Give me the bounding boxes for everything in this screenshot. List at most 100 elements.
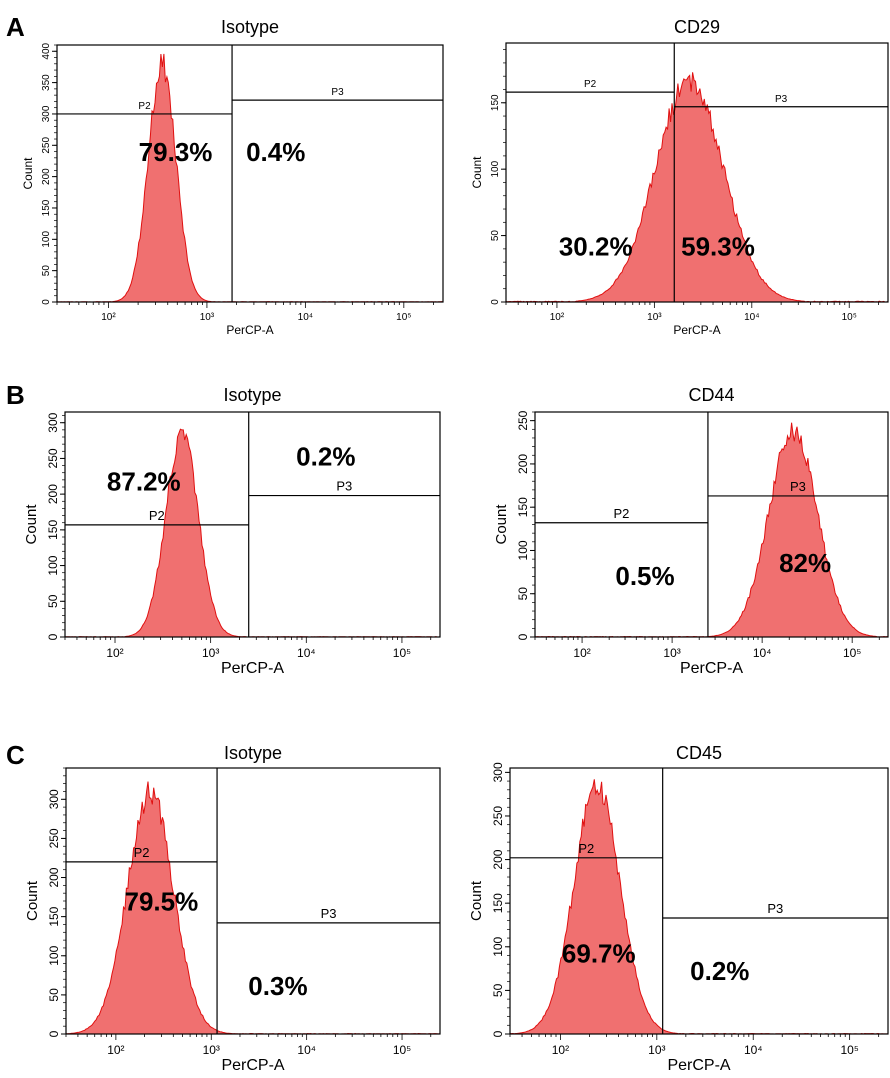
percent-annotation: 0.3% [248, 971, 307, 1001]
y-tick-label: 100 [46, 555, 60, 575]
plot-frame [56, 44, 444, 303]
x-tick-label: 10² [106, 646, 123, 660]
y-tick-label: 200 [41, 168, 52, 185]
y-tick-label: 200 [516, 454, 530, 474]
x-tick-label: 10² [550, 312, 565, 323]
y-tick-label: 300 [46, 412, 60, 432]
y-tick-label: 50 [490, 230, 501, 242]
percent-annotation: 69.7% [562, 938, 636, 968]
percent-annotation: 82% [779, 548, 831, 578]
x-tick-label: 10² [552, 1043, 569, 1057]
percent-annotation: 0.2% [296, 442, 355, 472]
x-tick-label: 10⁵ [843, 646, 861, 660]
gate-label-p2: P2 [134, 845, 150, 860]
x-axis-label: PerCP-A [673, 323, 720, 337]
x-axis-label: PerCP-A [221, 1057, 284, 1074]
y-tick-label: 50 [47, 988, 61, 1002]
y-tick-label: 50 [491, 983, 505, 997]
x-tick-label: 10³ [648, 1043, 665, 1057]
x-axis-label: PerCP-A [667, 1057, 730, 1074]
chart-c-cd45: CD45 0 50 100 150 200 250 300 10² 10³ 10⁴ 10⁵ PerCP-… [468, 743, 889, 1074]
y-tick-label: 50 [516, 587, 530, 601]
y-tick-label: 350 [41, 74, 52, 91]
chart-title: CD29 [674, 17, 720, 37]
y-tick-label: 250 [46, 448, 60, 468]
panel-letter-c: C [6, 740, 25, 770]
histogram-series [509, 779, 889, 1035]
gate-label-p2: P2 [584, 79, 597, 90]
percent-annotation: 30.2% [559, 232, 633, 262]
chart-title: Isotype [221, 17, 279, 37]
x-tick-label: 10⁵ [396, 312, 411, 323]
x-tick-label: 10⁵ [840, 1043, 858, 1057]
y-tick-label: 100 [516, 540, 530, 560]
y-tick-label: 0 [41, 299, 52, 305]
gate-label-p2: P2 [149, 508, 165, 523]
chart-b-isotype: Isotype 0 50 100 150 200 250 300 10² 10³ 10⁴ 10⁵ Per… [23, 385, 441, 677]
percent-annotation: 59.3% [681, 232, 755, 262]
y-tick-label: 0 [516, 633, 530, 640]
gate-label-p3: P3 [790, 479, 806, 494]
x-tick-label: 10³ [647, 312, 662, 323]
x-tick-label: 10⁵ [393, 646, 411, 660]
y-tick-label: 100 [47, 945, 61, 965]
x-tick-label: 10³ [203, 1043, 220, 1057]
y-tick-label: 0 [46, 633, 60, 640]
y-tick-label: 300 [491, 762, 505, 782]
y-tick-label: 300 [41, 105, 52, 122]
chart-title: CD44 [688, 385, 734, 405]
y-axis-label: Count [23, 504, 40, 545]
x-tick-label: 10⁵ [842, 312, 857, 323]
x-tick-label: 10⁴ [297, 1043, 316, 1057]
gate-label-p3: P3 [775, 94, 788, 105]
x-axis-label: PerCP-A [221, 660, 284, 677]
x-tick-label: 10⁵ [393, 1043, 411, 1057]
y-tick-label: 150 [516, 497, 530, 517]
x-tick-label: 10² [101, 312, 116, 323]
y-tick-label: 250 [47, 828, 61, 848]
percent-annotation: 0.4% [246, 137, 305, 167]
y-axis-label: Count [24, 880, 41, 921]
gate-label-p3: P3 [336, 479, 352, 494]
y-tick-label: 150 [47, 906, 61, 926]
percent-annotation: 0.5% [615, 561, 674, 591]
x-tick-label: 10⁴ [753, 646, 772, 660]
chart-title: Isotype [223, 385, 281, 405]
y-tick-label: 300 [47, 789, 61, 809]
histogram-series [534, 422, 889, 638]
gate-label-p3: P3 [321, 906, 337, 921]
y-tick-label: 150 [41, 199, 52, 216]
x-tick-label: 10² [573, 646, 590, 660]
x-axis-label: PerCP-A [680, 660, 743, 677]
panel-letter-b: B [6, 380, 25, 410]
x-tick-label: 10⁴ [744, 312, 759, 323]
chart-title: CD45 [676, 743, 722, 763]
y-tick-label: 200 [491, 849, 505, 869]
percent-annotation: 79.3% [139, 137, 213, 167]
y-tick-label: 150 [46, 520, 60, 540]
chart-title: Isotype [224, 743, 282, 763]
x-tick-label: 10⁴ [297, 646, 316, 660]
y-tick-label: 150 [490, 94, 501, 111]
percent-annotation: 79.5% [125, 886, 199, 916]
y-tick-label: 50 [41, 265, 52, 277]
y-tick-label: 400 [41, 42, 52, 59]
x-axis-label: PerCP-A [226, 323, 273, 337]
plot-frame [505, 42, 889, 303]
panel-letter-a: A [6, 12, 25, 42]
x-tick-label: 10² [107, 1043, 124, 1057]
x-tick-label: 10³ [663, 646, 680, 660]
y-axis-label: Count [468, 880, 485, 921]
y-axis-label: Count [470, 156, 484, 189]
y-tick-label: 150 [491, 893, 505, 913]
percent-annotation: 0.2% [690, 956, 749, 986]
plot-frame [509, 767, 889, 1035]
x-tick-label: 10⁴ [744, 1043, 763, 1057]
y-tick-label: 50 [46, 594, 60, 608]
y-tick-label: 250 [516, 410, 530, 430]
chart-c-isotype: Isotype 0 50 100 150 200 250 300 10² 10³ 10⁴ 10⁵ Per… [24, 743, 441, 1074]
y-tick-label: 0 [47, 1030, 61, 1037]
y-tick-label: 250 [491, 806, 505, 826]
y-tick-label: 100 [41, 231, 52, 248]
